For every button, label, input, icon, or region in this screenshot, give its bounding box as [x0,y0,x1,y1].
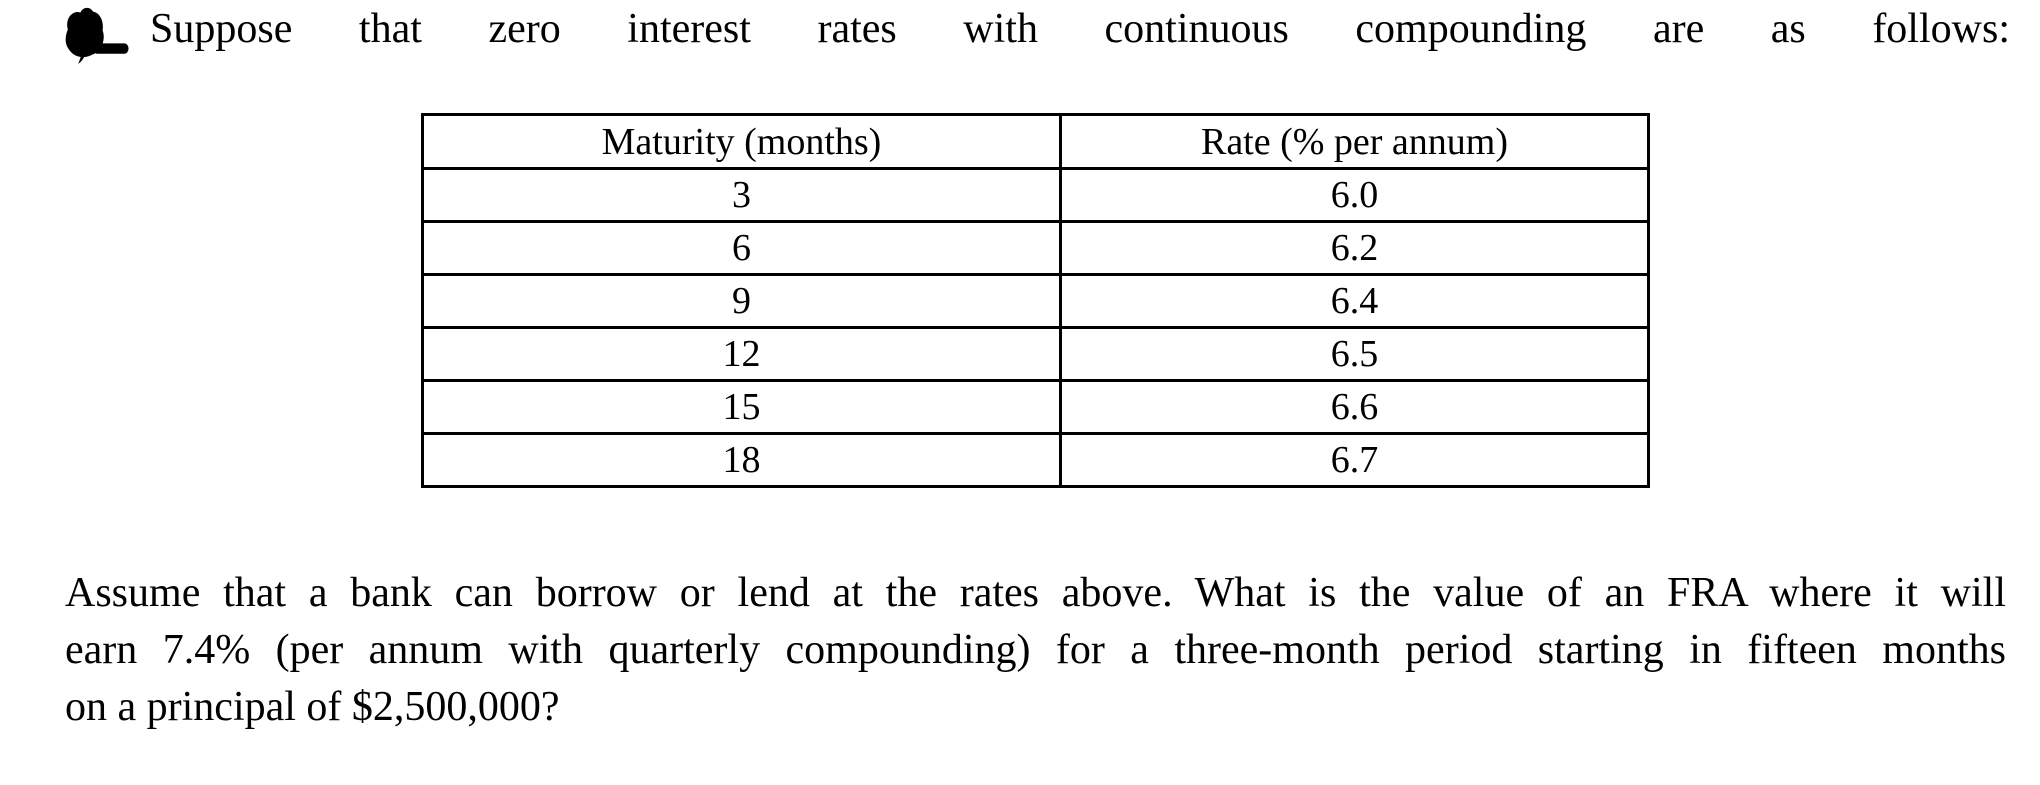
rate-cell: 6.5 [1059,326,1650,382]
zero-rates-table: Maturity (months) Rate (% per annum) 3 6… [421,113,1650,488]
question-line-2: earn 7.4% (per annum with quarterly comp… [65,627,2006,673]
maturity-cell: 3 [421,167,1062,223]
maturity-cell: 15 [421,379,1062,435]
maturity-column-header: Maturity (months) [421,113,1062,170]
rate-cell: 6.2 [1059,220,1650,276]
rate-cell: 6.4 [1059,273,1650,329]
maturity-cell: 12 [421,326,1062,382]
maturity-cell: 18 [421,432,1062,488]
question-line-3: on a principal of $2,500,000? [65,684,560,730]
table-row: 12 6.5 [421,326,1650,382]
ink-blot-icon [65,7,129,64]
question-line-1: Assume that a bank can borrow or lend at… [65,570,2006,616]
rate-cell: 6.6 [1059,379,1650,435]
table-row: 18 6.7 [421,432,1650,488]
question-paragraph: Assume that a bank can borrow or lend at… [65,565,2006,736]
maturity-cell: 9 [421,273,1062,329]
rate-cell: 6.7 [1059,432,1650,488]
rate-cell: 6.0 [1059,167,1650,223]
maturity-cell: 6 [421,220,1062,276]
question-title-row: Suppose that zero interest rates with co… [56,0,2010,64]
table-row: 9 6.4 [421,273,1650,329]
table-row: 15 6.6 [421,379,1650,435]
table-header-row: Maturity (months) Rate (% per annum) [421,113,1650,170]
rate-column-header: Rate (% per annum) [1059,113,1650,170]
table-row: 6 6.2 [421,220,1650,276]
table-row: 3 6.0 [421,167,1650,223]
question-intro-text: Suppose that zero interest rates with co… [150,6,2010,52]
